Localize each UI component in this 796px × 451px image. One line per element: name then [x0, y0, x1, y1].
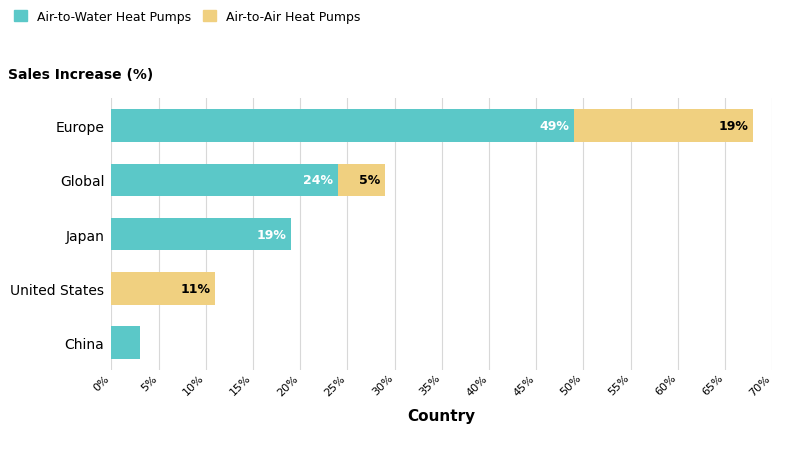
Text: 19%: 19%	[256, 228, 286, 241]
Text: 19%: 19%	[719, 120, 748, 133]
Bar	[338, 164, 385, 197]
Text: 11%: 11%	[181, 282, 210, 295]
Bar	[111, 164, 338, 197]
Bar	[111, 272, 215, 305]
Bar	[574, 110, 753, 143]
Text: 5%: 5%	[359, 174, 380, 187]
Text: Sales Increase (%): Sales Increase (%)	[8, 68, 153, 82]
Bar	[111, 218, 291, 251]
Text: 24%: 24%	[303, 174, 334, 187]
X-axis label: Country: Country	[408, 408, 476, 423]
Bar	[111, 327, 140, 359]
Legend: Air-to-Water Heat Pumps, Air-to-Air Heat Pumps: Air-to-Water Heat Pumps, Air-to-Air Heat…	[14, 11, 361, 24]
Bar	[111, 110, 574, 143]
Text: 49%: 49%	[540, 120, 569, 133]
